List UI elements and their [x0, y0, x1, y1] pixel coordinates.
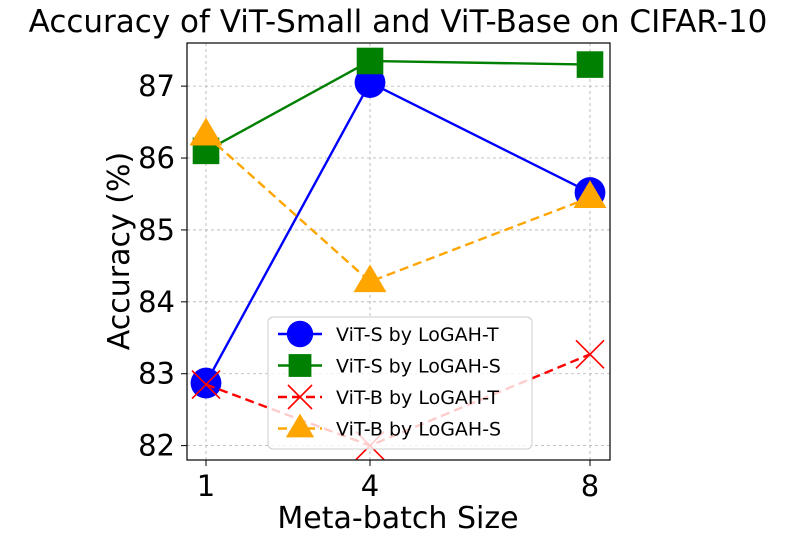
y-axis-label: Accuracy (%): [102, 152, 137, 350]
legend-entry: ViT-S by LoGAH-T: [278, 320, 499, 348]
series-4: [189, 117, 607, 293]
y-tick-label: 85: [138, 213, 175, 247]
x-axis-ticks: 1 4 8: [197, 460, 599, 503]
series-2: [192, 47, 604, 165]
legend-entry: ViT-B by LoGAH-S: [278, 413, 501, 441]
y-tick-label: 83: [138, 357, 175, 391]
y-tick-label: 87: [138, 69, 175, 103]
legend-marker: [288, 354, 312, 377]
legend-entry: ViT-B by LoGAH-T: [278, 384, 499, 410]
y-tick-label: 86: [138, 141, 175, 175]
x-tick-label: 1: [197, 469, 215, 503]
y-axis-ticks: 82 83 84 85 86 87: [138, 69, 187, 463]
legend-label: ViT-S by LoGAH-T: [336, 324, 499, 346]
legend-label: ViT-S by LoGAH-S: [336, 356, 501, 378]
y-tick-label: 84: [138, 285, 175, 319]
data-point: [356, 47, 384, 75]
legend-entry: ViT-S by LoGAH-S: [278, 354, 501, 378]
data-point: [573, 180, 607, 208]
legend: ViT-S by LoGAH-T ViT-S by LoGAH-S ViT-B by…: [267, 316, 533, 450]
data-point: [575, 339, 605, 369]
data-point: [191, 369, 221, 400]
legend-marker: [286, 320, 314, 348]
y-tick-label: 82: [138, 429, 175, 463]
x-axis-label: Meta-batch Size: [277, 501, 518, 536]
legend-marker: [287, 384, 313, 410]
chart-title: Accuracy of ViT-Small and ViT-Base on CI…: [29, 4, 768, 40]
data-point: [190, 367, 222, 399]
legend-box: [267, 316, 533, 450]
series-layer: [189, 47, 607, 461]
x-tick-label: 4: [361, 469, 379, 503]
legend-label: ViT-B by LoGAH-S: [336, 419, 501, 441]
plot-frame: [186, 42, 611, 461]
series-line: [205, 59, 591, 152]
x-tick-label: 8: [581, 469, 599, 503]
data-point: [353, 264, 387, 293]
data-point: [576, 51, 604, 78]
data-point: [189, 117, 223, 146]
legend-marker: [285, 413, 315, 438]
legend-label: ViT-B by LoGAH-T: [336, 387, 499, 409]
series-line: [205, 134, 591, 284]
data-point: [354, 67, 386, 98]
